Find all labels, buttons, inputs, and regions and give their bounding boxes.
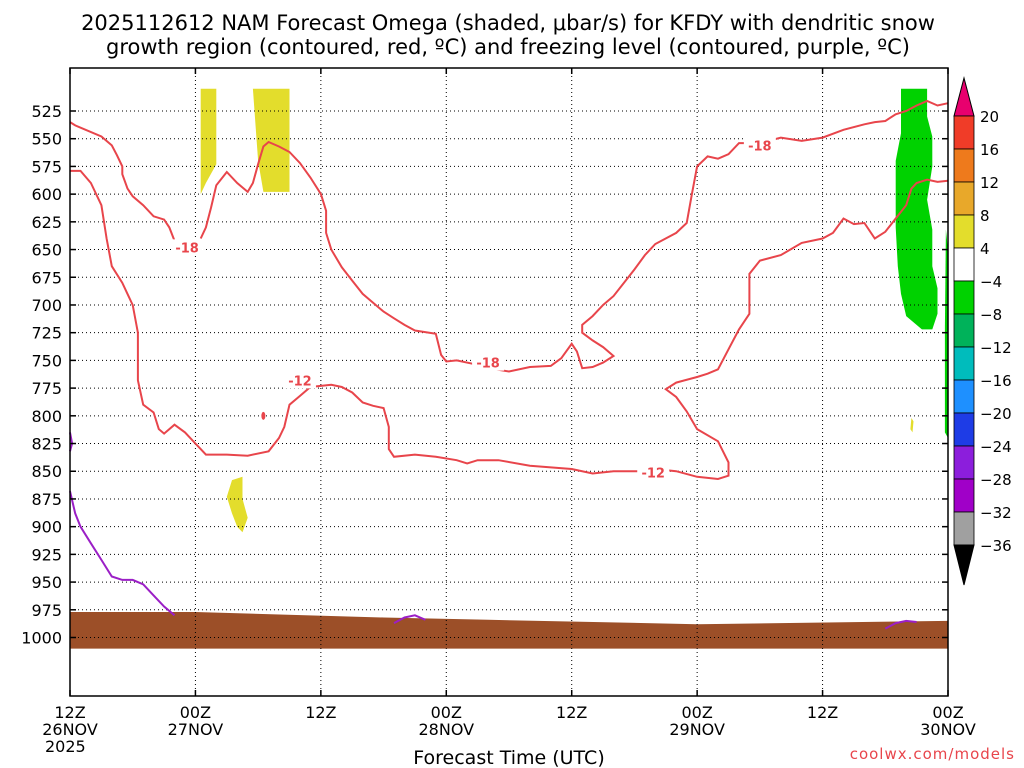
dgz-contour-2 — [199, 99, 949, 373]
y-tick-label-900: 900 — [31, 518, 62, 537]
y-tick-label-625: 625 — [31, 213, 62, 232]
y-tick-label-750: 750 — [31, 351, 62, 370]
colorbar-box-4 — [953, 214, 975, 249]
colorbar-box-2 — [953, 148, 975, 183]
colorbar-label-13: −36 — [980, 537, 1012, 555]
colorbar-box-8 — [953, 346, 975, 381]
contour-label-bg-dgz_left_bottom — [283, 372, 316, 389]
contour-label-dgz_mid_top: -18 — [476, 357, 500, 372]
colorbar-box-5 — [953, 247, 975, 282]
y-tick-label-975: 975 — [31, 601, 62, 620]
y-tick-label-650: 650 — [31, 241, 62, 260]
contour-label-dgz_left_top: -18 — [175, 241, 199, 256]
plot-area: -18 -12 -18 -12 -18 — [69, 67, 949, 697]
plot-frame — [69, 67, 949, 697]
x-tick-label-12-1: 27NOV — [168, 720, 224, 739]
omega-colorbar: 20 16 12 8 4 −4 −8 −12 −16 −20 −24 −28 −32 −36 — [953, 76, 1012, 586]
omega-region-1 — [200, 88, 217, 195]
x-tick-label-48-0: 12Z — [556, 703, 587, 722]
y-tick-label-725: 725 — [31, 324, 62, 343]
y-tick-label-600: 600 — [31, 185, 62, 204]
colorbar-label-8: −16 — [980, 372, 1012, 390]
contour-label-dgz_left_bottom: -12 — [288, 374, 312, 389]
colorbar-label-4: 4 — [980, 240, 990, 258]
x-tick-label-84-1: 30NOV — [920, 720, 976, 739]
colorbar-box-3 — [953, 181, 975, 216]
colorbar-top-arrow — [953, 76, 975, 117]
freezing-level-contour-1 — [69, 490, 176, 617]
y-tick-label-875: 875 — [31, 490, 62, 509]
colorbar-box-10 — [953, 412, 975, 447]
credit-label: coolwx.com/models — [850, 745, 1015, 763]
colorbar-label-11: −28 — [980, 471, 1012, 489]
x-tick-label-0-1: 26NOV — [42, 720, 98, 739]
contour-label-bg-dgz_mid_top — [472, 354, 505, 371]
x-tick-label-60-1: 29NOV — [669, 720, 725, 739]
colorbar-box-7 — [953, 313, 975, 348]
freezing-level-contour-3 — [884, 619, 917, 630]
omega-region-5 — [895, 88, 938, 330]
colorbar-label-5: −4 — [980, 273, 1002, 291]
contour-label-bg-dgz_left_top — [171, 239, 204, 256]
x-tick-label-84-0: 00Z — [932, 703, 963, 722]
colorbar-label-2: 12 — [980, 174, 999, 192]
x-tick-label-0-0: 12Z — [54, 703, 85, 722]
contour-label-bg-dgz_right_top — [743, 137, 776, 154]
colorbar-box-11 — [953, 445, 975, 480]
dgz-contour-1 — [69, 121, 176, 242]
contour-label-dgz_mid_bottom: -12 — [641, 466, 665, 481]
y-tick-label-550: 550 — [31, 130, 62, 149]
omega-region-3 — [226, 476, 248, 533]
x-tick-label-72-0: 12Z — [807, 703, 838, 722]
contour-label-dgz_right_top: -18 — [748, 139, 772, 154]
colorbar-box-6 — [953, 280, 975, 315]
colorbar-label-9: −20 — [980, 405, 1012, 423]
dgz-contour-dot — [261, 411, 266, 420]
colorbar-box-12 — [953, 478, 975, 513]
y-tick-label-775: 775 — [31, 379, 62, 398]
x-tick-label-36-0: 00Z — [431, 703, 462, 722]
colorbar-box-9 — [953, 379, 975, 414]
y-tick-label-525: 525 — [31, 102, 62, 121]
y-tick-label-800: 800 — [31, 407, 62, 426]
omega-region-6 — [944, 229, 948, 438]
dgz-contour-3 — [70, 169, 949, 481]
chart-title-line-1: 2025112612 NAM Forecast Omega (shaded, μ… — [81, 11, 935, 35]
omega-region-4 — [910, 418, 914, 433]
y-tick-label-950: 950 — [31, 573, 62, 592]
y-tick-label-575: 575 — [31, 157, 62, 176]
contour-label-bg-dgz_mid_bottom — [637, 464, 670, 481]
chart-title-line-2: growth region (contoured, red, ºC) and f… — [106, 35, 910, 59]
y-tick-label-850: 850 — [31, 462, 62, 481]
omega-region-2 — [252, 88, 290, 192]
terrain-fill — [70, 612, 948, 649]
colorbar-label-7: −12 — [980, 339, 1012, 357]
colorbar-label-3: 8 — [980, 207, 990, 225]
y-tick-label-1000: 1000 — [21, 629, 62, 648]
x-tick-label-12-0: 00Z — [180, 703, 211, 722]
y-axis-ticks: 525 550 575 600 625 650 675 700 725 750 775 800 825 8… — [21, 102, 948, 648]
colorbar-bottom-arrow — [953, 544, 975, 586]
y-tick-label-700: 700 — [31, 296, 62, 315]
x-tick-label-60-0: 00Z — [681, 703, 712, 722]
colorbar-label-12: −32 — [980, 504, 1012, 522]
x-tick-label-36-1: 28NOV — [418, 720, 474, 739]
colorbar-label-0: 20 — [980, 108, 999, 126]
colorbar-box-13 — [953, 511, 975, 546]
colorbar-box-1 — [953, 115, 975, 150]
y-tick-label-825: 825 — [31, 435, 62, 454]
x-tick-label-24-0: 12Z — [305, 703, 336, 722]
colorbar-label-6: −8 — [980, 306, 1002, 324]
y-tick-label-925: 925 — [31, 545, 62, 564]
x-tick-label-0-2: 2025 — [45, 737, 86, 756]
y-tick-label-675: 675 — [31, 268, 62, 287]
colorbar-label-10: −24 — [980, 438, 1012, 456]
colorbar-label-1: 16 — [980, 141, 999, 159]
freezing-level-contour-2 — [393, 614, 426, 624]
x-axis-label: Forecast Time (UTC) — [413, 747, 604, 768]
